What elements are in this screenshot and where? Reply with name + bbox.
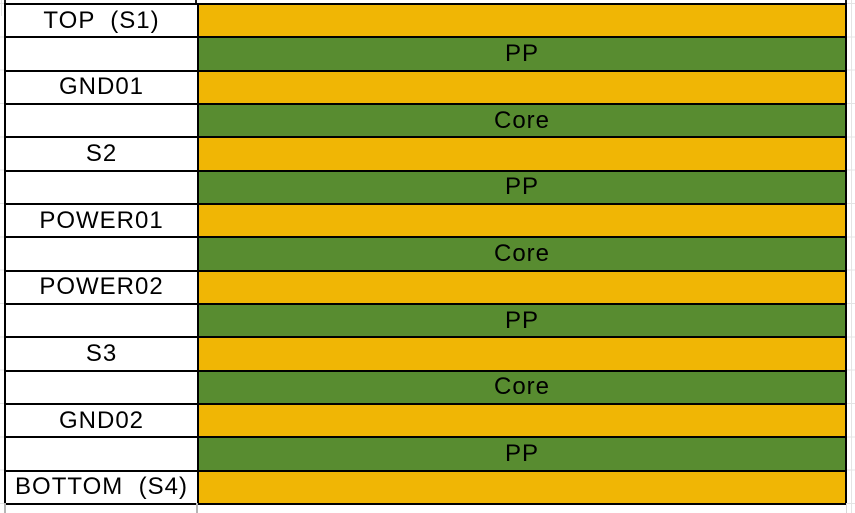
copper-bar[interactable] xyxy=(197,69,847,105)
layer-name-cell[interactable] xyxy=(4,169,199,205)
copper-bar[interactable] xyxy=(197,469,847,505)
dielectric-bar[interactable]: Core xyxy=(197,369,847,405)
border-stub-bottom-left xyxy=(4,503,6,513)
border-stub-top-left xyxy=(4,0,6,4)
border-stub-bottom-right xyxy=(846,503,847,513)
layer-name-cell[interactable] xyxy=(4,369,199,405)
border-stub-top-right xyxy=(845,0,847,4)
layer-row: POWER02 xyxy=(4,269,847,305)
layer-name-cell[interactable] xyxy=(4,236,199,272)
gridline-vertical-right xyxy=(851,0,852,513)
layer-name-cell[interactable]: GND02 xyxy=(4,402,199,439)
layer-name-cell[interactable]: TOP (S1) xyxy=(4,2,199,39)
gridline-vertical-left xyxy=(1,0,2,16)
layer-row: S2 xyxy=(4,136,847,172)
layer-name-cell[interactable] xyxy=(4,302,199,339)
layer-row: TOP (S1) xyxy=(4,2,847,39)
border-stub-top-middle xyxy=(195,0,197,4)
copper-bar[interactable] xyxy=(197,269,847,305)
layer-row: S3 xyxy=(4,336,847,372)
stackup-table: TOP (S1) PP GND01 Core S2 PP xyxy=(4,2,847,505)
copper-bar[interactable] xyxy=(197,202,847,239)
layer-name-cell[interactable] xyxy=(4,436,199,472)
layer-name-cell[interactable]: POWER01 xyxy=(4,202,199,239)
copper-bar[interactable] xyxy=(197,402,847,439)
layer-row: PP xyxy=(4,169,847,205)
layer-row: GND02 xyxy=(4,402,847,439)
layer-name-cell[interactable]: BOTTOM (S4) xyxy=(4,469,199,505)
copper-bar[interactable] xyxy=(197,2,847,39)
layer-name-cell[interactable]: GND01 xyxy=(4,69,199,105)
layer-name-cell[interactable]: S2 xyxy=(4,136,199,172)
dielectric-bar[interactable]: Core xyxy=(197,236,847,272)
layer-row: PP xyxy=(4,436,847,472)
layer-row: GND01 xyxy=(4,69,847,105)
layer-row: Core xyxy=(4,236,847,272)
layer-row: BOTTOM (S4) xyxy=(4,469,847,505)
dielectric-bar[interactable]: Core xyxy=(197,102,847,139)
dielectric-bar[interactable]: PP xyxy=(197,36,847,72)
layer-name-cell[interactable]: POWER02 xyxy=(4,269,199,305)
dielectric-bar[interactable]: PP xyxy=(197,302,847,339)
copper-bar[interactable] xyxy=(197,336,847,372)
layer-name-cell[interactable] xyxy=(4,102,199,139)
dielectric-bar[interactable]: PP xyxy=(197,169,847,205)
layer-row: Core xyxy=(4,369,847,405)
dielectric-bar[interactable]: PP xyxy=(197,436,847,472)
copper-bar[interactable] xyxy=(197,136,847,172)
layer-row: PP xyxy=(4,302,847,339)
layer-row: PP xyxy=(4,36,847,72)
layer-row: POWER01 xyxy=(4,202,847,239)
border-stub-bottom-middle xyxy=(196,503,198,513)
layer-row: Core xyxy=(4,102,847,139)
layer-name-cell[interactable] xyxy=(4,36,199,72)
layer-name-cell[interactable]: S3 xyxy=(4,336,199,372)
